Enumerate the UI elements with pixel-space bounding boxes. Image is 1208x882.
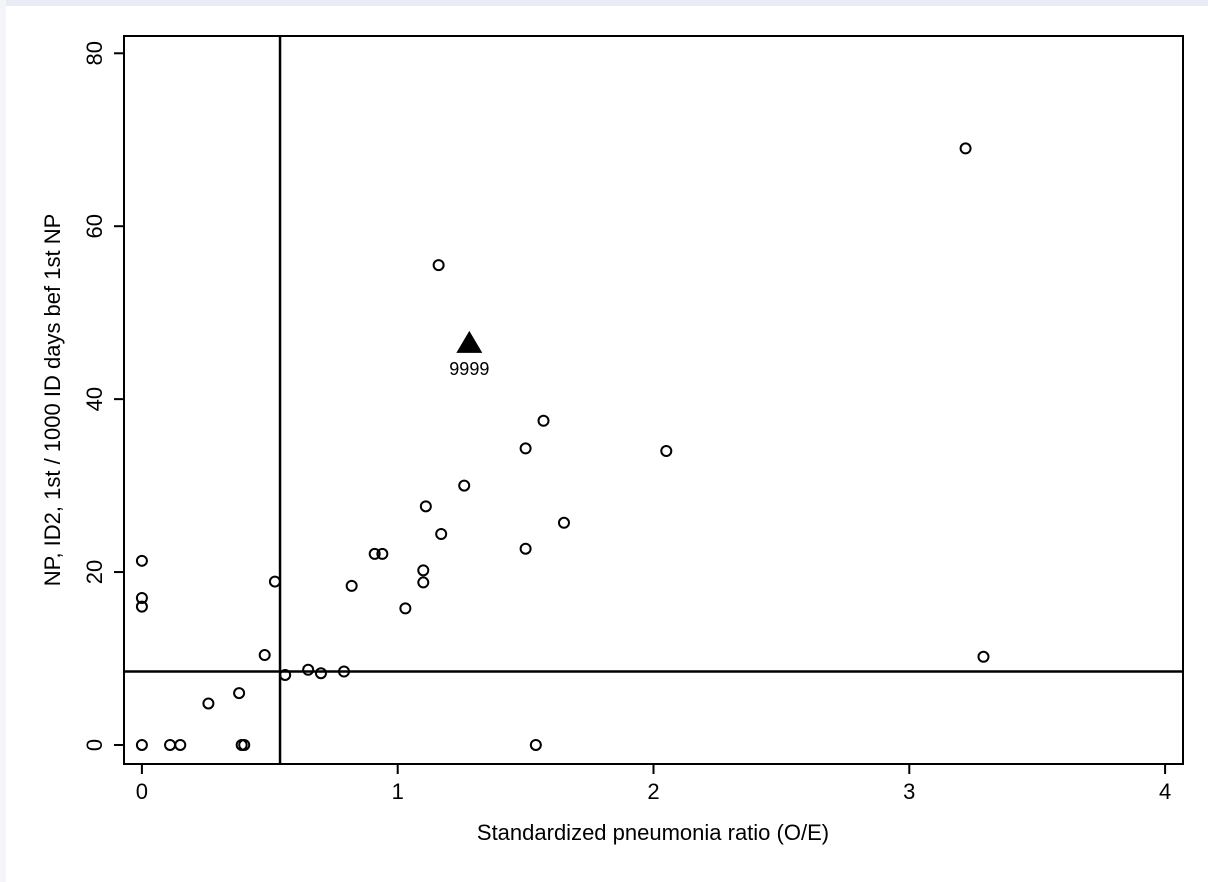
circle-point	[399, 602, 412, 615]
window-frame-left	[0, 0, 6, 882]
circle-point	[202, 697, 215, 710]
circle-point	[419, 500, 432, 513]
x-axis-title: Standardized pneumonia ratio (O/E)	[477, 820, 829, 845]
y-axis-title: NP, ID2, 1st / 1000 ID days bef 1st NP	[40, 214, 65, 587]
circle-point	[417, 576, 430, 589]
y-tick-label: 20	[82, 560, 107, 584]
circle-point	[135, 591, 148, 604]
reference-lines	[124, 36, 1183, 764]
circle-point	[537, 414, 550, 427]
x-tick-label: 4	[1159, 779, 1171, 804]
circle-point	[302, 663, 315, 676]
circle-point	[376, 547, 389, 560]
x-tick-label: 3	[903, 779, 915, 804]
circle-point	[519, 442, 532, 455]
y-axis: 0 20 40 60 80	[82, 41, 124, 751]
y-tick-label: 80	[82, 41, 107, 65]
circle-point	[977, 650, 990, 663]
circle-point	[529, 738, 542, 751]
x-tick-label: 0	[136, 779, 148, 804]
circle-point	[314, 667, 327, 680]
circle-point	[258, 649, 271, 662]
circle-point	[174, 738, 187, 751]
circle-point	[417, 564, 430, 577]
circle-point	[345, 579, 358, 592]
circle-point	[279, 668, 292, 681]
circle-point	[458, 479, 471, 492]
circle-point	[959, 142, 972, 155]
triangle-point	[456, 330, 483, 353]
y-tick-label: 40	[82, 387, 107, 411]
circle-point	[233, 687, 246, 700]
circle-point	[519, 542, 532, 555]
y-tick-label: 0	[82, 739, 107, 751]
data-points: 9999	[135, 142, 990, 751]
circle-point	[435, 528, 448, 541]
circle-point	[135, 738, 148, 751]
point-label: 9999	[449, 359, 489, 379]
circle-point	[432, 259, 445, 272]
circle-point	[368, 547, 381, 560]
x-axis: 0 1 2 3 4	[136, 764, 1171, 804]
window-frame-top	[0, 0, 1208, 6]
x-tick-label: 2	[647, 779, 659, 804]
circle-point	[135, 600, 148, 613]
x-tick-label: 1	[392, 779, 404, 804]
circle-point	[660, 445, 673, 458]
plot-area	[123, 35, 1184, 765]
circle-point	[337, 665, 350, 678]
y-tick-label: 60	[82, 214, 107, 238]
circle-point	[268, 575, 281, 588]
circle-point	[238, 738, 251, 751]
circle-point	[557, 516, 570, 529]
circle-point	[135, 554, 148, 567]
